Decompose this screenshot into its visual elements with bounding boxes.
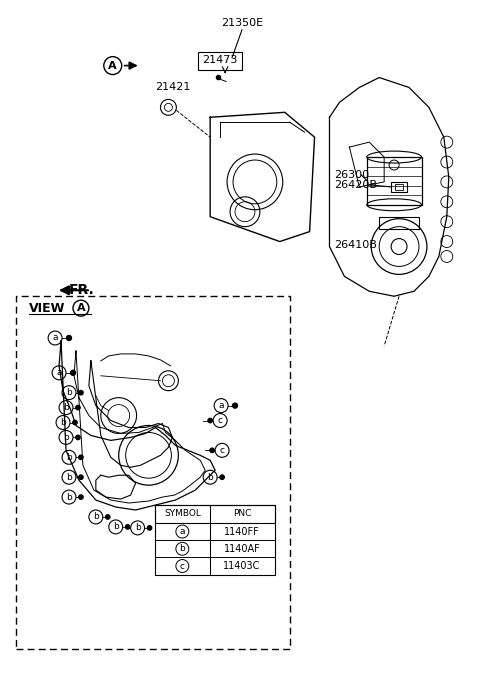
Circle shape [125,525,130,529]
Text: b: b [63,433,69,442]
Text: a: a [56,368,62,377]
Text: 26410B: 26410B [335,239,377,249]
Bar [367,157,422,205]
Text: a: a [180,527,185,536]
Circle shape [79,455,83,460]
Circle shape [147,526,152,530]
Text: 11403C: 11403C [223,561,261,571]
Bar [379,217,419,228]
Text: b: b [63,403,69,412]
Bar [391,182,407,192]
Text: b: b [207,473,213,482]
Text: A: A [77,303,85,313]
Bar [395,184,403,190]
Circle shape [76,406,80,410]
Text: 21421: 21421 [156,82,191,93]
Text: 26300: 26300 [335,170,370,180]
Text: c: c [180,562,185,571]
Circle shape [76,435,80,439]
Text: FR.: FR. [69,283,95,297]
Text: b: b [93,512,99,521]
Circle shape [232,403,238,408]
Circle shape [79,391,83,395]
Bar [156,505,275,575]
Circle shape [106,514,110,519]
Text: VIEW: VIEW [29,301,66,314]
Text: b: b [66,473,72,482]
Circle shape [208,418,212,422]
Bar [198,51,242,70]
Text: 21473: 21473 [203,55,238,65]
Text: c: c [220,446,225,455]
Text: b: b [135,523,141,533]
Circle shape [220,475,224,479]
Text: a: a [218,401,224,410]
Text: A: A [108,61,117,70]
Circle shape [73,420,77,425]
Circle shape [79,495,83,500]
Text: b: b [66,453,72,462]
Bar [16,296,290,649]
Text: b: b [60,418,66,427]
Text: b: b [180,544,185,553]
Text: b: b [113,523,119,531]
Text: SYMBOL: SYMBOL [164,510,201,518]
Circle shape [67,335,72,341]
Text: c: c [217,416,223,425]
Text: b: b [66,493,72,502]
Text: PNC: PNC [233,510,251,518]
Bar [156,505,275,523]
Circle shape [79,475,83,479]
Text: 21350E: 21350E [221,18,263,28]
Circle shape [210,448,215,452]
Text: b: b [66,388,72,397]
Circle shape [71,370,75,375]
Text: 26420B: 26420B [335,180,377,190]
Text: 1140AF: 1140AF [224,544,260,554]
Text: 1140FF: 1140FF [224,527,260,537]
Text: a: a [52,333,58,343]
